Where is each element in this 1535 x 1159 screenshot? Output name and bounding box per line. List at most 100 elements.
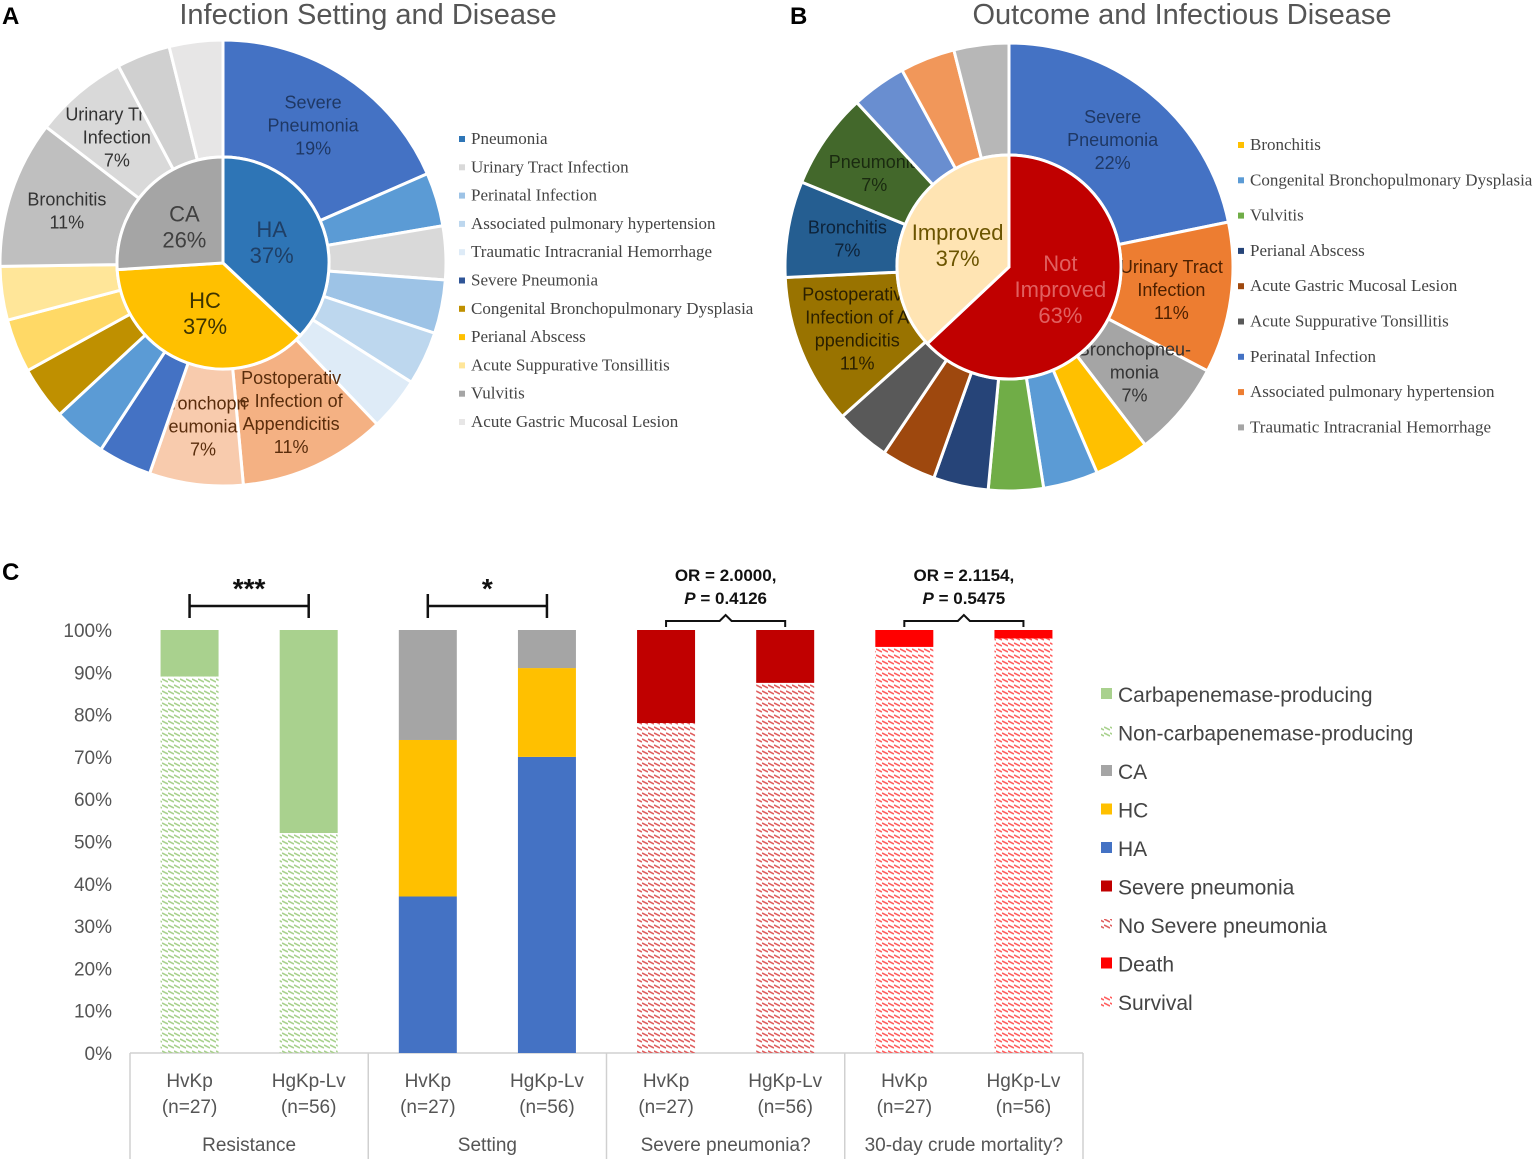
bar-segment-hc <box>398 739 457 897</box>
slice-label-line: Bronchopneu- <box>1078 340 1191 360</box>
slice-label-line: Appendicitis <box>243 414 340 434</box>
inner-slice-not-improved <box>925 153 1123 381</box>
y-tick-label: 0% <box>85 1044 113 1065</box>
legend-label-vulvitis: Vulvitis <box>471 384 525 403</box>
slice-label-line: Severe <box>1084 107 1141 127</box>
legend-label-no-severe-pneumonia: No Severe pneumonia <box>1118 915 1327 938</box>
outer-slice-label-urinary-tract-infection: Urinary Tract Infection 7% <box>65 104 168 170</box>
outer-slice-label-bronchitis: Bronchitis 11% <box>27 190 106 233</box>
slice-label-line: Infection of A <box>805 308 909 328</box>
category-label: HgKp-Lv <box>272 1071 346 1092</box>
legend-label-hc: HC <box>1118 800 1148 823</box>
outer-slice-label-severe-pneumonia: Severe Pneumonia 19% <box>268 92 360 158</box>
legend-label-perianal-abscess: Perianal Abscess <box>471 327 586 346</box>
inner-slice-hc <box>115 261 303 371</box>
legend-swatch-acute-gastric-mucosal-lesion <box>1238 283 1244 290</box>
bar-segment-non-carbapenemase-producing <box>160 676 219 1053</box>
significance-marker: * <box>482 573 493 604</box>
slice-label-line: 11% <box>50 213 85 233</box>
inner-label-line: CA <box>169 202 200 227</box>
slice-label-line: Pneumonia <box>268 115 360 135</box>
legend-swatch-traumatic-intracranial-hemorrhage <box>459 249 465 256</box>
panel-letter-a: A <box>2 3 19 30</box>
category-n-label: (n=27) <box>877 1097 932 1118</box>
inner-label-line: 63% <box>1038 303 1082 328</box>
group-label-setting: Setting <box>458 1135 517 1156</box>
significance-marker: *** <box>233 573 266 604</box>
legend-label-traumatic-intracranial-hemorrhage: Traumatic Intracranial Hemorrhage <box>1250 417 1491 436</box>
y-tick-label: 80% <box>74 706 112 727</box>
legend-swatch-acute-gastric-mucosal-lesion <box>459 419 465 425</box>
slice-label-line: Pneumonia <box>1067 130 1159 150</box>
legend-swatch-vulvitis <box>1238 212 1244 219</box>
outer-slice-label-severe-pneumonia: Severe Pneumonia 22% <box>1067 107 1159 173</box>
legend-swatch-non-carbapenemase-producing <box>1101 726 1112 738</box>
or-brace <box>665 613 787 627</box>
inner-label-line: Not <box>1043 251 1077 276</box>
bar-segment-severe-pneumonia <box>637 630 696 724</box>
odds-ratio-label: OR = 2.0000, <box>675 566 777 585</box>
legend-label-ha: HA <box>1118 838 1147 861</box>
y-tick-label: 20% <box>74 959 112 980</box>
slice-label-line: 7% <box>104 150 130 170</box>
p-symbol: P <box>684 589 696 608</box>
category-n-label: (n=56) <box>996 1097 1051 1118</box>
inner-label-line: 37% <box>250 243 294 268</box>
panel-letter-c: C <box>2 559 19 586</box>
inner-label-line: 26% <box>162 228 206 253</box>
bar-segment-non-carbapenemase-producing <box>279 833 338 1053</box>
bar-segment-severe-pneumonia <box>756 630 815 683</box>
bar-segment-survival <box>994 638 1053 1053</box>
outer-slice-label-bronchopneumonia: Bronchopn eumonia 7% <box>159 393 246 459</box>
panel-a: A Infection Setting and Disease Severe Pn… <box>0 0 754 488</box>
y-tick-label: 70% <box>74 748 112 769</box>
slice-label-line: Pneumonia <box>829 152 921 172</box>
pie-b-title: Outcome and Infectious Disease <box>972 0 1391 31</box>
or-brace <box>903 613 1025 627</box>
category-label: HgKp-Lv <box>748 1071 822 1092</box>
slice-label-line: 11% <box>840 354 875 374</box>
legend-label-acute-suppurative-tonsillitis: Acute Suppurative Tonsillitis <box>471 355 670 374</box>
legend-label-congenital-bronchopulmonary-dysplasia: Congenital Bronchopulmonary Dysplasia <box>471 299 754 318</box>
legend-swatch-hc <box>1101 803 1112 815</box>
legend-swatch-perinatal-infection <box>1238 353 1244 360</box>
stacked-bar-chart: 0% 10% 20% 30% 40% 50% 60% 70% 80% 90% 100% HvKp (n=… <box>63 566 1084 1159</box>
legend-label-death: Death <box>1118 954 1174 977</box>
legend-label-carbapenemase-producing: Carbapenemase-producing <box>1118 684 1373 707</box>
panel-b: B Outcome and Infectious Disease Severe P… <box>783 0 1533 493</box>
inner-label-line: HC <box>189 288 221 313</box>
outer-slice-label-postoperative-infection-of-appendicitis: Postoperative Infection of A ppendicitis 11… <box>802 285 912 374</box>
legend-swatch-severe-pneumonia <box>1101 880 1112 892</box>
odds-ratio-label: OR = 2.1154, <box>914 566 1015 585</box>
slice-label-line: Postoperative <box>802 285 912 305</box>
category-n-label: (n=27) <box>400 1097 455 1118</box>
legend-label-acute-gastric-mucosal-lesion: Acute Gastric Mucosal Lesion <box>471 412 679 431</box>
inner-slice-ha <box>221 155 331 338</box>
y-tick-label: 90% <box>74 663 112 684</box>
bar-segment-no-severe-pneumonia <box>637 723 696 1053</box>
slice-label-line: Postoperativ <box>241 368 341 388</box>
legend-label-associated-pulmonary-hypertension: Associated pulmonary hypertension <box>1250 382 1495 401</box>
group-label-30-day-crude-mortality: 30-day crude mortality? <box>865 1135 1064 1156</box>
inner-slice-label-hc: HC 37% <box>183 288 227 339</box>
legend-label-perinatal-infection: Perinatal Infection <box>1250 347 1377 366</box>
legend-label-pneumonia: Pneumonia <box>471 129 548 148</box>
legend-label-associated-pulmonary-hypertension: Associated pulmonary hypertension <box>471 214 716 233</box>
legend-label-acute-suppurative-tonsillitis: Acute Suppurative Tonsillitis <box>1250 312 1449 331</box>
category-label: HvKp <box>881 1071 927 1092</box>
category-n-label: (n=56) <box>281 1097 336 1118</box>
slice-label-line: 7% <box>834 241 860 261</box>
bar-segment-survival <box>875 646 934 1053</box>
p-value-label: P = 0.4126 <box>684 589 767 608</box>
slice-label-line: 7% <box>1121 386 1147 406</box>
legend-swatch-traumatic-intracranial-hemorrhage <box>1238 424 1244 431</box>
slice-label-line: 11% <box>274 437 309 457</box>
y-tick-label: 50% <box>74 833 112 854</box>
legend-label-congenital-bronchopulmonary-dysplasia: Congenital Bronchopulmonary Dysplasia <box>1250 170 1533 189</box>
legend-label-perianal-abscess: Perianal Abscess <box>1250 241 1365 260</box>
category-label: HvKp <box>166 1071 212 1092</box>
legend-swatch-no-severe-pneumonia <box>1101 919 1112 930</box>
category-n-label: (n=27) <box>162 1097 217 1118</box>
legend-label-survival: Survival <box>1118 992 1193 1015</box>
